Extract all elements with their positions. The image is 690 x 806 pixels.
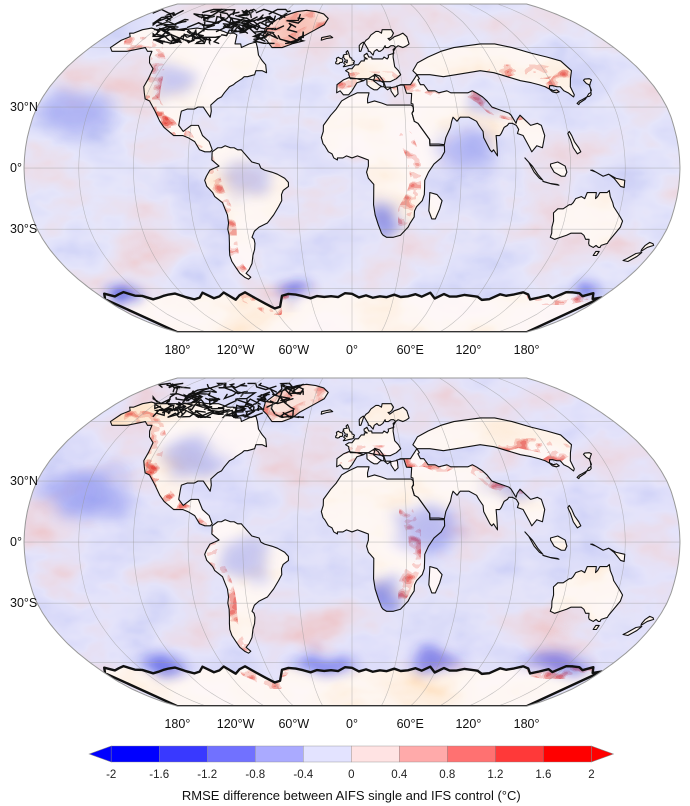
svg-text:180°: 180° [164, 717, 190, 731]
svg-text:1.2: 1.2 [487, 769, 503, 781]
svg-text:30°S: 30°S [10, 596, 37, 610]
svg-text:120°W: 120°W [217, 343, 255, 357]
svg-text:0°: 0° [10, 535, 22, 549]
svg-text:-0.8: -0.8 [245, 769, 265, 781]
svg-text:120°: 120° [455, 717, 481, 731]
svg-text:30°N: 30°N [10, 100, 38, 114]
svg-text:0°: 0° [346, 343, 358, 357]
svg-text:0°: 0° [10, 161, 22, 175]
svg-text:30°N: 30°N [10, 474, 38, 488]
svg-text:180°: 180° [514, 717, 540, 731]
svg-text:60°W: 60°W [278, 717, 309, 731]
svg-text:-1.6: -1.6 [149, 769, 169, 781]
svg-text:1.6: 1.6 [535, 769, 551, 781]
svg-text:180°: 180° [514, 343, 540, 357]
svg-text:0.4: 0.4 [391, 769, 408, 781]
svg-text:-0.4: -0.4 [293, 769, 313, 781]
svg-text:0.8: 0.8 [439, 769, 455, 781]
svg-text:60°E: 60°E [397, 717, 424, 731]
svg-text:120°W: 120°W [217, 717, 255, 731]
svg-text:-2: -2 [106, 769, 116, 781]
svg-text:-1.2: -1.2 [197, 769, 217, 781]
svg-text:0°: 0° [346, 717, 358, 731]
svg-text:RMSE difference between AIFS s: RMSE difference between AIFS single and … [182, 788, 521, 803]
svg-text:60°W: 60°W [278, 343, 309, 357]
svg-text:30°S: 30°S [10, 222, 37, 236]
svg-text:2: 2 [588, 769, 594, 781]
svg-text:0: 0 [348, 769, 354, 781]
svg-text:120°: 120° [455, 343, 481, 357]
svg-text:60°E: 60°E [397, 343, 424, 357]
svg-text:180°: 180° [164, 343, 190, 357]
